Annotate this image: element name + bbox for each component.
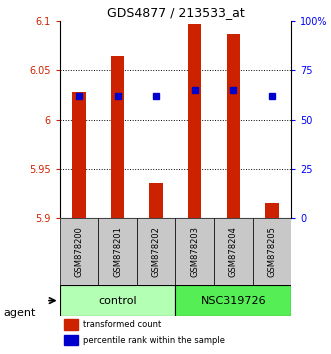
Bar — [64, 319, 78, 330]
Text: agent: agent — [3, 308, 36, 318]
Bar — [188, 24, 202, 218]
Bar — [265, 203, 279, 218]
Bar — [64, 335, 78, 346]
Bar — [175, 218, 214, 285]
Bar — [60, 285, 175, 316]
Text: GSM878202: GSM878202 — [152, 226, 161, 277]
Bar — [98, 218, 137, 285]
Bar — [72, 92, 86, 218]
Text: GSM878200: GSM878200 — [74, 226, 83, 277]
Bar — [175, 285, 291, 316]
Bar — [111, 56, 124, 218]
Text: control: control — [98, 296, 137, 306]
Text: GSM878201: GSM878201 — [113, 226, 122, 277]
Bar — [227, 34, 240, 218]
Text: GSM878204: GSM878204 — [229, 226, 238, 277]
Text: GSM878205: GSM878205 — [267, 226, 276, 277]
Text: transformed count: transformed count — [83, 320, 161, 329]
Bar — [60, 218, 98, 285]
Title: GDS4877 / 213533_at: GDS4877 / 213533_at — [107, 6, 244, 19]
Bar — [149, 183, 163, 218]
Bar — [214, 218, 253, 285]
Text: NSC319726: NSC319726 — [201, 296, 266, 306]
Bar — [137, 218, 175, 285]
Text: GSM878203: GSM878203 — [190, 226, 199, 277]
Text: percentile rank within the sample: percentile rank within the sample — [83, 336, 225, 345]
Bar — [253, 218, 291, 285]
